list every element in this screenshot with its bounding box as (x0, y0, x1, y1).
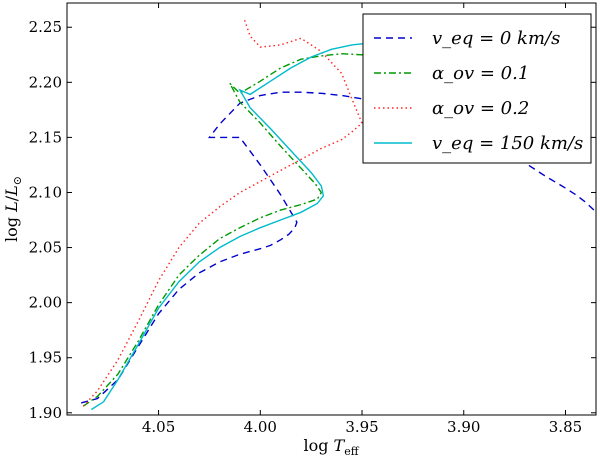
y-tick-label: 2.00 (29, 294, 62, 312)
y-tick-label: 2.10 (29, 183, 62, 201)
legend-label-2: α_ov = 0.1 (432, 63, 529, 84)
legend-box (362, 13, 592, 164)
x-tick-label: 4.00 (244, 418, 277, 436)
y-tick-label: 1.90 (29, 404, 62, 422)
x-tick-label: 3.85 (549, 418, 582, 436)
x-tick-label: 4.05 (142, 418, 175, 436)
y-tick-label: 2.25 (29, 18, 62, 36)
plot-frame (66, 2, 597, 416)
x-tick-label: 3.95 (345, 418, 378, 436)
legend-label-1: v_eq = 0 km/s (432, 28, 560, 49)
y-tick-label: 2.20 (29, 73, 62, 91)
series-line-4 (91, 43, 383, 411)
legend-label-3: α_ov = 0.2 (432, 98, 529, 119)
x-axis-label: log Teff (303, 436, 359, 457)
y-tick-label: 1.95 (29, 349, 62, 367)
ticks-layer: 4.05 4.00 3.95 3.90 3.85 1.90 1.95 2.00 2.05 2.10… (29, 3, 596, 436)
y-axis-label: log L/L⊙ (2, 176, 24, 242)
y-tick-label: 2.05 (29, 239, 62, 257)
y-tick-label: 2.15 (29, 128, 62, 146)
x-tick-label: 3.90 (447, 418, 480, 436)
series-line-3 (82, 18, 363, 407)
legend-label-4: v_eq = 150 km/s (432, 133, 583, 154)
legend: v_eq = 0 km/s α_ov = 0.1 α_ov = 0.2 v_eq = … (362, 13, 592, 164)
